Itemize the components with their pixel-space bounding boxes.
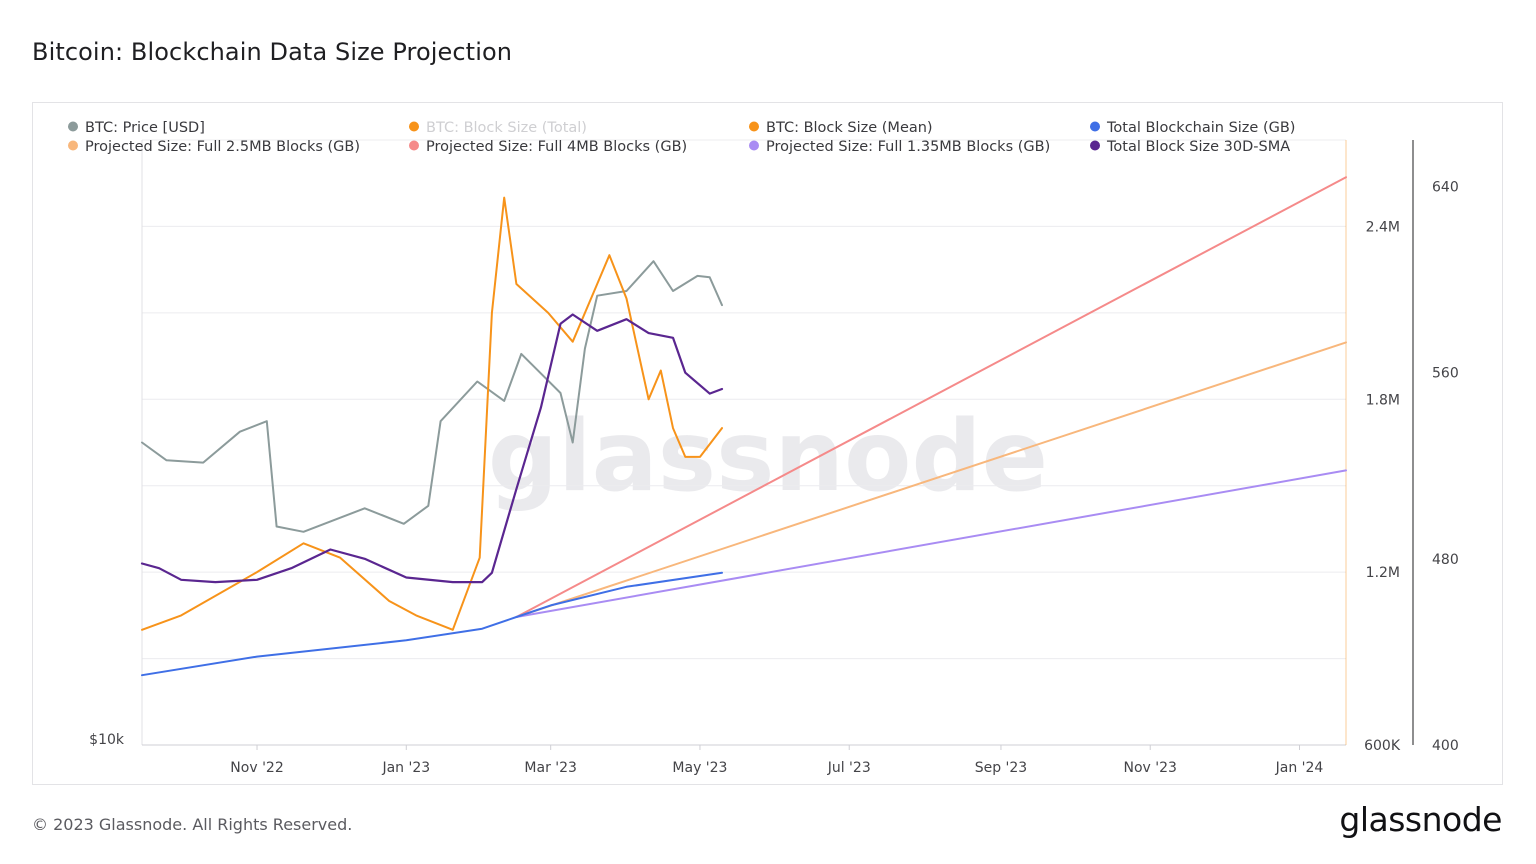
legend-swatch — [409, 121, 419, 132]
legend-label: BTC: Price [USD] — [85, 120, 205, 136]
legend-item-projected-size-full-4mb-blocks-gb[interactable]: Projected Size: Full 4MB Blocks (GB) — [409, 139, 687, 155]
legend-label: Projected Size: Full 4MB Blocks (GB) — [426, 139, 687, 155]
legend-swatch — [68, 140, 78, 151]
series-line-projected-size-full-1-35mb-blocks-gb — [515, 469, 1347, 618]
legend-item-projected-size-full-1-35mb-blocks-gb[interactable]: Projected Size: Full 1.35MB Blocks (GB) — [749, 139, 1050, 155]
legend-swatch — [1090, 121, 1100, 132]
x-tick-label: Jan '24 — [1275, 760, 1324, 776]
legend-swatch — [749, 140, 759, 151]
x-tick-label: May '23 — [672, 760, 727, 776]
legend-swatch — [68, 121, 78, 132]
gb-tick-label: 480 — [1432, 552, 1459, 568]
watermark-text: glassnode — [488, 400, 1048, 514]
legend-swatch — [749, 121, 759, 132]
series-line-projected-size-full-2-5mb-blocks-gb — [515, 341, 1347, 618]
series-line-btc-price-usd — [141, 260, 723, 533]
legend-item-total-blockchain-size-gb[interactable]: Total Blockchain Size (GB) — [1090, 120, 1295, 136]
block-size-tick-label: 2.4M — [1366, 219, 1400, 235]
block-size-tick-label: 1.8M — [1366, 392, 1400, 408]
x-tick-label: Jan '23 — [381, 760, 430, 776]
legend-label: Projected Size: Full 2.5MB Blocks (GB) — [85, 139, 360, 155]
watermark: glassnode — [488, 400, 1048, 514]
x-tick-label: Mar '23 — [524, 760, 577, 776]
gb-tick-label: 640 — [1432, 180, 1459, 196]
legend-item-btc-block-size-total[interactable]: BTC: Block Size (Total) — [409, 120, 587, 136]
series-line-projected-size-full-4mb-blocks-gb — [515, 176, 1347, 618]
legend-item-total-block-size-30d-sma[interactable]: Total Block Size 30D-SMA — [1090, 139, 1290, 155]
legend-item-btc-price-usd[interactable]: BTC: Price [USD] — [68, 120, 205, 136]
legend: BTC: Price [USD] BTC: Block Size (Total) B… — [68, 120, 1295, 155]
series-line-btc-block-size-mean — [141, 196, 723, 631]
x-tick-label: Nov '22 — [230, 760, 283, 776]
gb-tick-label: 400 — [1432, 738, 1459, 754]
legend-label: BTC: Block Size (Mean) — [766, 120, 933, 136]
block-size-tick-label: 600K — [1364, 738, 1401, 754]
chart-frame — [32, 102, 1503, 785]
legend-item-btc-block-size-mean[interactable]: BTC: Block Size (Mean) — [749, 120, 933, 136]
chart: glassnode Nov '22 Jan '23 Mar '23 May '23 Ju… — [68, 120, 1459, 776]
grid — [142, 139, 1346, 660]
legend-label: Total Block Size 30D-SMA — [1106, 139, 1290, 155]
axes: Nov '22 Jan '23 Mar '23 May '23 Jul '23 Sep '… — [89, 140, 1459, 776]
legend-swatch — [1090, 140, 1100, 151]
x-tick-label: Sep '23 — [975, 760, 1028, 776]
block-size-tick-label: 1.2M — [1366, 565, 1400, 581]
legend-label: Total Blockchain Size (GB) — [1106, 120, 1295, 136]
legend-label: Projected Size: Full 1.35MB Blocks (GB) — [766, 139, 1050, 155]
legend-label: BTC: Block Size (Total) — [426, 120, 587, 136]
legend-swatch — [409, 140, 419, 151]
glassnode-logo: glassnode — [1339, 800, 1502, 839]
page-title: Bitcoin: Blockchain Data Size Projection — [32, 38, 513, 66]
series — [140, 176, 1347, 677]
legend-item-projected-size-full-2-5mb-blocks-gb[interactable]: Projected Size: Full 2.5MB Blocks (GB) — [68, 139, 360, 155]
series-line-total-blockchain-size-gb — [141, 571, 723, 677]
copyright: © 2023 Glassnode. All Rights Reserved. — [32, 815, 353, 834]
gb-tick-label: 560 — [1432, 366, 1459, 382]
x-tick-label: Nov '23 — [1124, 760, 1177, 776]
price-tick-label: $10k — [89, 732, 125, 748]
series-line-total-block-size-30d-sma — [140, 313, 724, 584]
x-tick-label: Jul '23 — [827, 760, 871, 776]
